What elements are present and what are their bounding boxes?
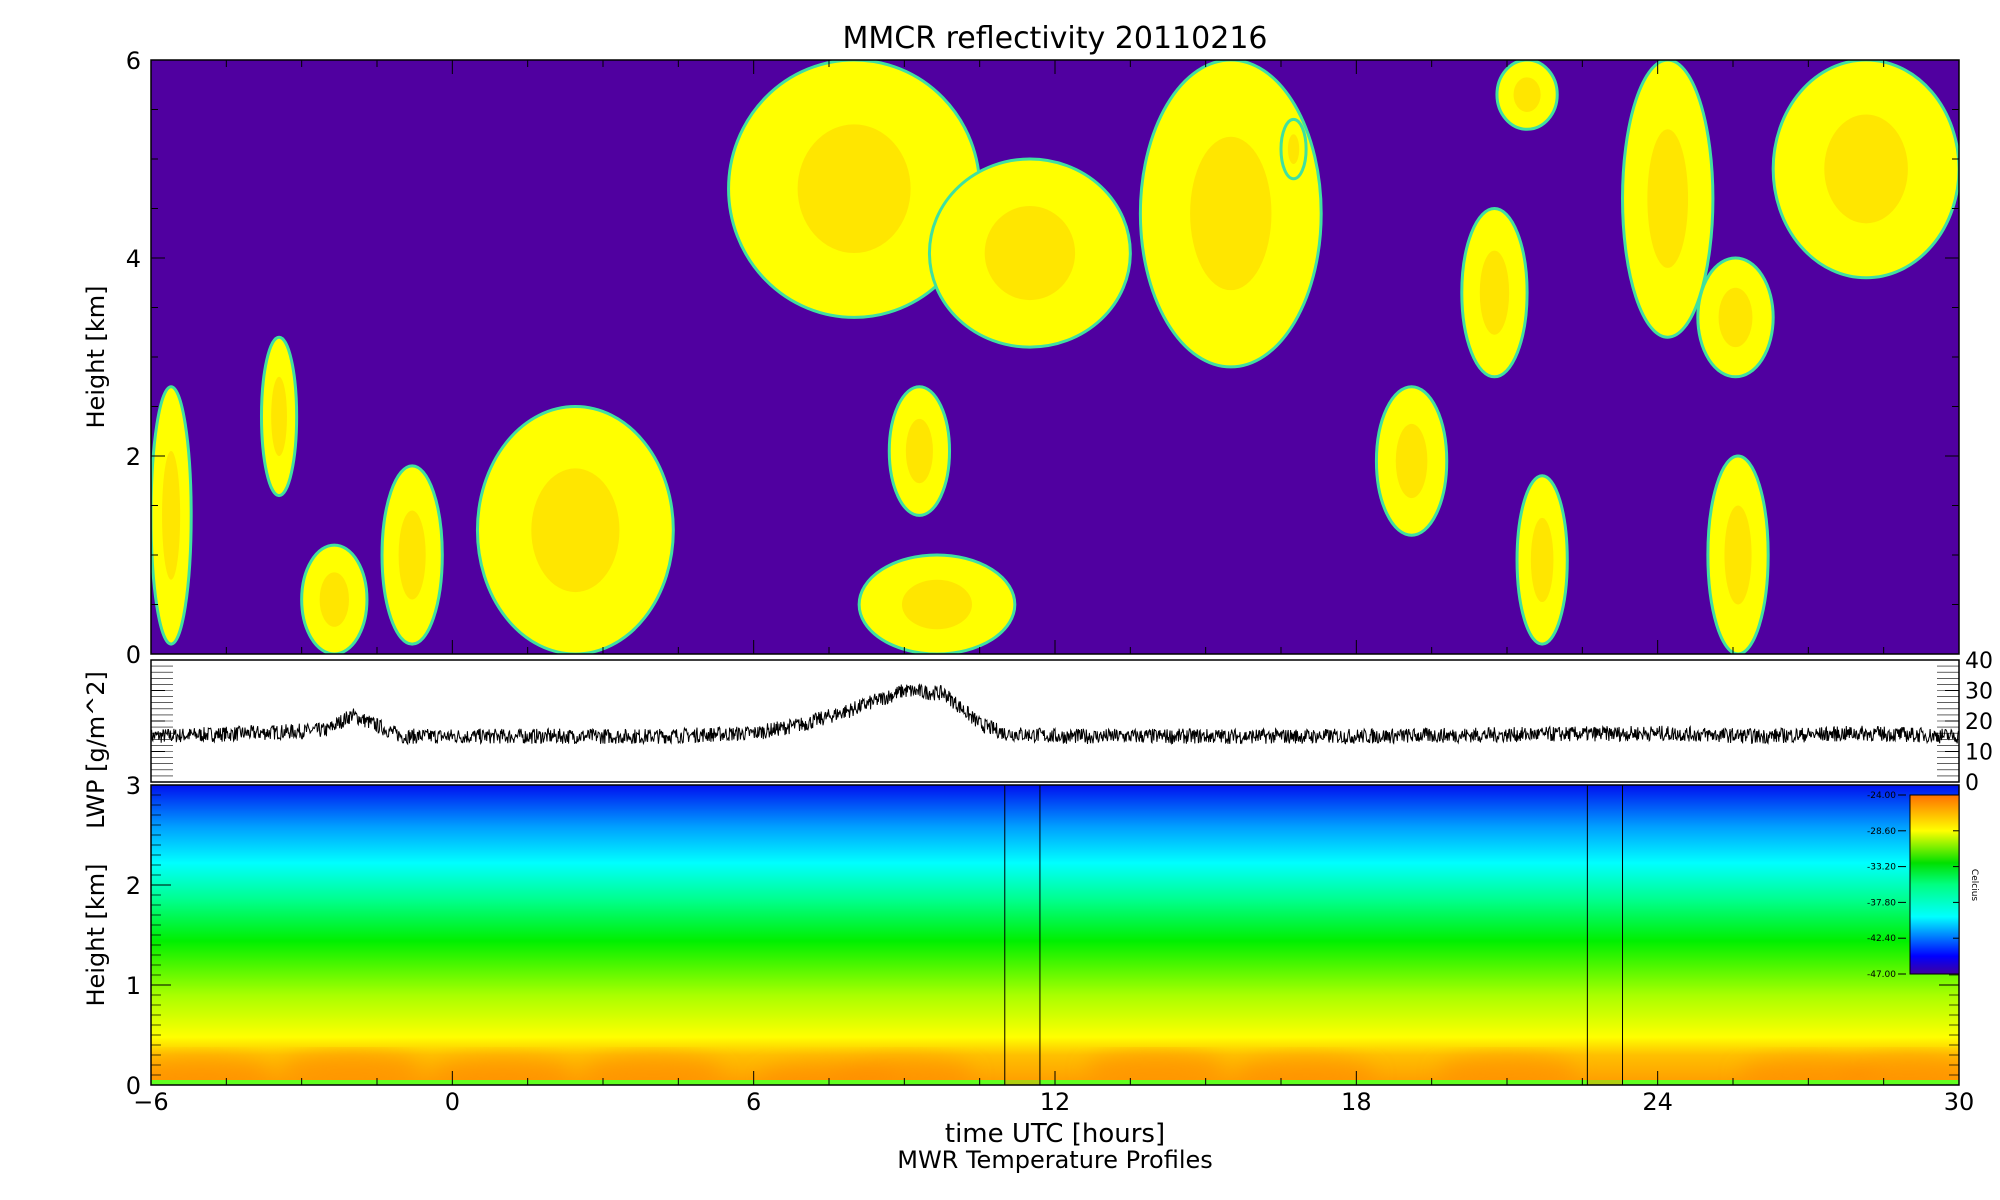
x-axis-label: time UTC [hours] [945,1119,1165,1149]
warm-region [583,1055,724,1085]
lwp-y-tick-label: 40 [1965,649,1993,674]
warm-region [1437,1055,1577,1085]
cloud-core [398,510,426,600]
x-tick-label: −6 [133,1088,168,1116]
cloud-region [1374,385,1449,537]
x-tick-label: 24 [1642,1088,1673,1116]
figure-title: MMCR reflectivity 20110216 [842,21,1267,56]
y-tick-label: 1 [126,972,141,1000]
cloud-region [1460,207,1529,379]
cloud-core [984,206,1076,301]
cloud-core [1513,77,1541,112]
lwp-ylabel: LWP [g/m^2] [82,671,110,829]
cloud-core [901,579,973,630]
cloud-region [1138,60,1323,369]
y-tick-label: 4 [126,245,141,273]
cloud-core [797,124,911,254]
warm-region [281,1052,422,1085]
cloud-region [1279,117,1308,181]
cloud-core [905,418,933,484]
x-tick-label: 30 [1944,1088,1975,1116]
reflectivity-ylabel: Height [km] [82,286,110,429]
colorbar-tick-label: -28.60 [1867,827,1896,837]
x-tick-label: 12 [1040,1088,1071,1116]
warm-region [1085,1052,1226,1085]
lwp-y-tick-label: 10 [1965,741,1993,766]
warm-region [1838,1055,1959,1085]
cloud-region [1696,256,1775,379]
colorbar-gradient [1909,794,1960,975]
colorbar: -24.00 -28.60 -33.20 -37.80 -42.40 -47.00 Cel… [1867,791,1979,980]
cloud-region [1621,60,1715,339]
y-tick-label: 0 [126,1072,141,1100]
cloud-core [319,572,350,627]
figure-subtitle: MWR Temperature Profiles [897,1146,1213,1174]
x-tick-label: 0 [445,1088,460,1116]
cloud-region [151,385,193,646]
cloud-core [1824,114,1908,224]
cloud-core [531,468,620,593]
colorbar-tick-label: -37.80 [1867,898,1896,908]
y-tick-label: 3 [126,772,141,800]
lwp-panel: 0 10 20 30 40 LWP [g/m^2] [82,649,1993,829]
cloud-region [1495,60,1559,131]
y-tick-label: 0 [126,641,141,669]
x-tick-label: 18 [1341,1088,1372,1116]
lwp-series-line [150,683,1959,746]
lwp-y-tick-label: 0 [1965,771,1979,796]
lwp-y-tick-label: 20 [1965,710,1993,735]
colorbar-tick-label: -42.40 [1867,934,1896,944]
cloud-region [380,464,444,646]
colorbar-tick-label: -24.00 [1867,791,1896,801]
cloud-core [271,376,287,456]
cloud-region [259,335,299,498]
colorbar-label: Celcius [1969,869,1979,901]
cloud-core [1395,423,1428,499]
temperature-field [151,785,1959,1085]
reflectivity-panel: 0 2 4 6 Height [km] [82,47,1960,669]
warm-region [834,1057,975,1085]
y-tick-label: 2 [126,872,141,900]
temperature-panel: 0 1 2 3 Height [km] -24.00 -28.60 -33.20 -37.8… [82,772,1979,1100]
cloud-region [887,385,952,517]
missing-data-bar [1587,785,1623,1085]
cloud-core [1530,517,1554,603]
lwp-y-tick-label: 30 [1965,680,1993,705]
cloud-region [927,157,1132,349]
cloud-region [857,553,1017,654]
cloud-core [1724,505,1752,605]
cloud-region [475,405,675,654]
colorbar-tick-label: -47.00 [1867,970,1896,980]
cloud-core [1718,287,1753,348]
warm-region [432,1057,573,1085]
cloud-region [1706,454,1770,654]
cloud-core [162,451,181,580]
y-tick-label: 2 [126,443,141,471]
temperature-ylabel: Height [km] [82,864,110,1007]
warm-region [1236,1057,1377,1085]
x-tick-label: 6 [746,1088,761,1116]
cloud-core [1190,136,1272,291]
cloud-core [1287,134,1300,164]
cloud-core [1479,250,1510,335]
warm-region [151,1057,272,1085]
missing-data-bar [1004,785,1040,1085]
cloud-region [1515,474,1569,646]
y-tick-label: 6 [126,47,141,75]
cloud-core [1647,129,1689,268]
colorbar-tick-label: -33.20 [1867,863,1896,873]
